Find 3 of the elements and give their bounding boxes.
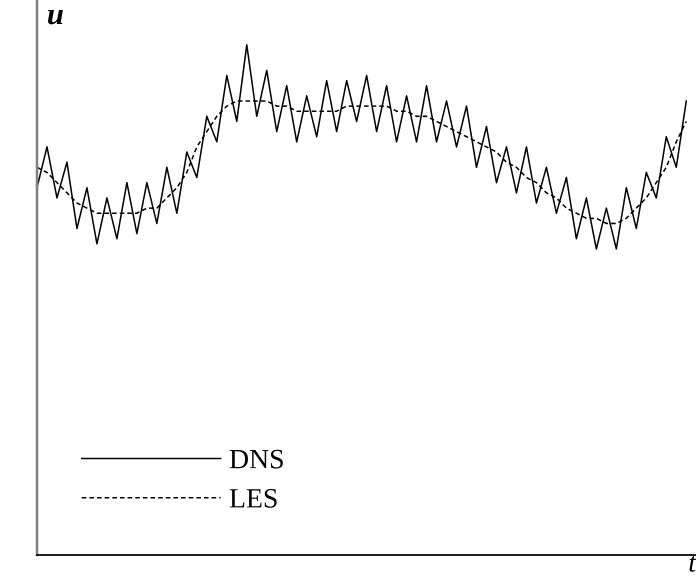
legend-label: LES bbox=[230, 489, 277, 508]
y-axis-title: u bbox=[48, 10, 63, 24]
legend-label: DNS bbox=[230, 450, 283, 468]
